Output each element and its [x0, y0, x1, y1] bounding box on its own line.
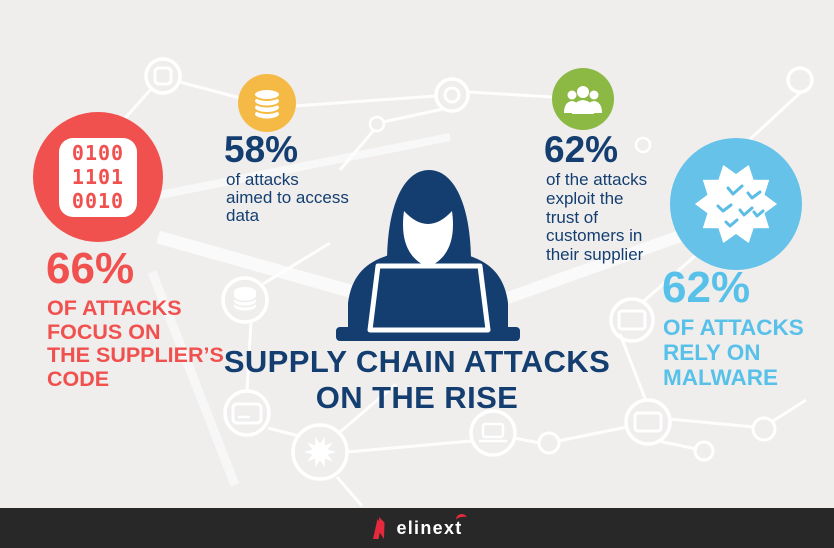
rounded-square-icon: [153, 66, 173, 86]
database-icon: [233, 287, 257, 311]
access-data-percent: 58%: [224, 129, 299, 170]
coins-icon: [253, 88, 281, 121]
network-node: [368, 115, 386, 133]
supplier-code-percent: 66%: [46, 244, 135, 293]
customer-trust-description: of the attacks exploit the trust of cust…: [546, 170, 648, 265]
burst-icon: [304, 436, 336, 468]
laptop-screen: [367, 263, 491, 333]
malware-percent: 62%: [662, 263, 751, 312]
network-node-burst: [291, 423, 349, 481]
network-node-ring: [434, 77, 470, 113]
page-title: SUPPLY CHAIN ATTACKS ON THE RISE: [0, 344, 834, 416]
network-node: [786, 66, 814, 94]
network-node: [751, 416, 777, 442]
logo-t-accent: [454, 512, 468, 525]
malware-circle: [670, 138, 802, 270]
binary-code-icon: 0100 1101 0010: [59, 137, 137, 217]
virus-icon: [695, 165, 777, 243]
network-lines: [116, 80, 807, 507]
malware-description: OF ATTACKS RELY ON MALWARE: [663, 315, 804, 390]
access-data-circle: [238, 74, 296, 132]
supplier-code-circle: 0100 1101 0010: [33, 112, 163, 242]
window-icon: [231, 402, 263, 425]
network-node: [537, 431, 561, 455]
hacker-face: [403, 211, 453, 267]
monitor-icon: [617, 309, 647, 331]
laptop-icon: [479, 422, 507, 443]
title-line-1: SUPPLY CHAIN ATTACKS: [223, 344, 611, 379]
people-icon: [564, 86, 602, 114]
ring-icon: [443, 86, 461, 104]
elinext-logo-icon: [373, 516, 385, 539]
binary-line: 1101: [71, 165, 125, 189]
network-node-laptop: [469, 409, 517, 457]
access-data-description: of attacks aimed to access data: [226, 170, 349, 225]
network-node-monitor: [609, 297, 655, 343]
network-node: [634, 136, 652, 154]
footer-bar: elinext: [0, 508, 834, 548]
monitor-icon: [633, 411, 663, 433]
supplier-code-description: OF ATTACKS FOCUS ON THE SUPPLIER’S CODE: [47, 296, 224, 391]
network-node-window: [223, 389, 271, 437]
binary-line: 0100: [71, 141, 125, 165]
customer-trust-percent: 62%: [544, 129, 619, 170]
binary-line: 0010: [71, 189, 125, 213]
network-node-monitor: [624, 398, 672, 446]
title-line-2: ON THE RISE: [315, 380, 519, 415]
network-node: [693, 440, 715, 462]
network-node-square: [144, 57, 182, 95]
customer-trust-circle: [552, 68, 614, 130]
elinext-logo: elinext: [396, 512, 468, 539]
network-node-database: [221, 276, 269, 324]
